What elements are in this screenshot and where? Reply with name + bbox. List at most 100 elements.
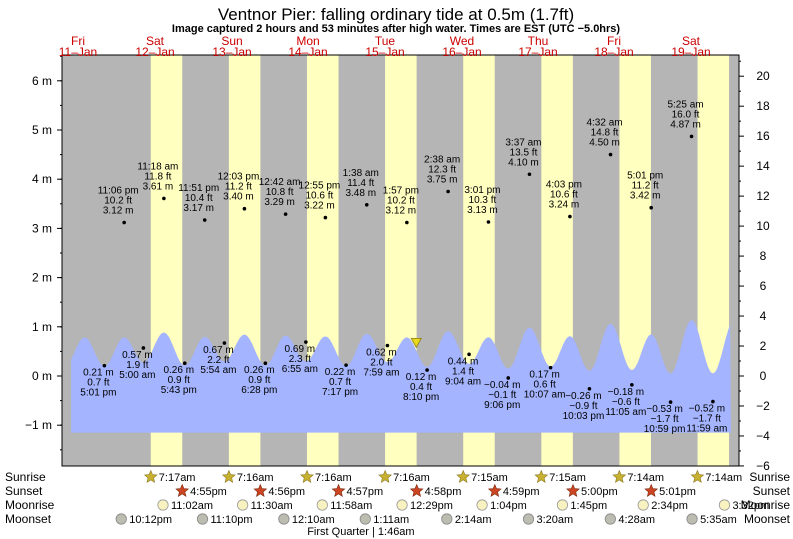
sunset-time: 4:55pm: [190, 486, 227, 498]
moonset-icon: [604, 513, 616, 525]
tide-label: 9:06 pm: [484, 400, 520, 411]
moonset-icon: [278, 513, 290, 525]
tide-label: 3.12 m: [386, 205, 417, 216]
tide-label: 3.61 m: [143, 181, 174, 192]
y-right-tick-label: 12: [756, 189, 770, 203]
tide-label: 3.40 m: [223, 192, 254, 203]
sunset-star-icon: [331, 483, 346, 497]
tide-label: 10.6 ft: [550, 190, 578, 201]
tide-point: [568, 214, 572, 219]
tide-label: 2:38 am: [424, 155, 460, 166]
tide-label: 0.9 ft: [248, 375, 270, 386]
moonset-time: 4:28am: [618, 514, 655, 526]
y-right-tick-label: 0: [760, 369, 767, 383]
tide-label: 11.8 ft: [144, 171, 171, 182]
sunset-star-icon: [644, 483, 659, 497]
moonrise-time: 1:04pm: [490, 500, 527, 512]
moonrise-icon: [237, 499, 249, 511]
tide-point: [222, 341, 227, 345]
tide-label: 13.5 ft: [510, 147, 538, 158]
row-label-left: Sunrise: [5, 470, 46, 484]
current-tide-marker: [410, 338, 422, 349]
y-left-tick-label: 3 m: [32, 221, 52, 235]
tide-label: 3.29 m: [264, 197, 295, 208]
sunset-time: 4:59pm: [503, 486, 540, 498]
sunset-star-icon: [566, 483, 580, 497]
moonrise-time: 1:45pm: [570, 500, 607, 512]
tide-point: [182, 361, 187, 366]
tide-label: 10.2 ft: [104, 195, 132, 206]
row-label-right: Sunrise: [749, 470, 790, 484]
day-name-label: Sun: [221, 34, 242, 48]
day-name-label: Sat: [682, 34, 701, 48]
moonrise-time: 2:34pm: [651, 500, 688, 512]
tide-label: 0.9 ft: [168, 375, 190, 386]
tide-label: 11:18 am: [137, 161, 178, 172]
tide-label: 1.9 ft: [126, 360, 148, 371]
tide-label: 3.75 m: [427, 175, 458, 186]
moonrise-time: 11:30am: [251, 500, 293, 512]
tide-label: 1:57 pm: [383, 185, 419, 196]
y-left-tick-label: 4 m: [32, 172, 52, 186]
tide-label: 16.0 ft: [672, 109, 700, 120]
tide-point: [162, 196, 166, 201]
tide-label: 10.4 ft: [185, 193, 213, 204]
tide-label: 5:54 am: [200, 365, 236, 376]
tide-label: 4.50 m: [589, 138, 620, 149]
moonrise-icon: [396, 499, 408, 511]
day-date-label: 17–Jan: [518, 45, 557, 59]
tide-label: −0.52 m: [689, 404, 725, 415]
tide-point: [122, 220, 126, 225]
tide-point: [242, 206, 247, 211]
tide-label: −0.18 m: [608, 387, 644, 398]
tide-label: −1.7 ft: [651, 414, 679, 425]
day-date-label: 18–Jan: [594, 45, 633, 59]
tide-label: 10:59 pm: [644, 424, 686, 435]
tide-label: −0.04 m: [484, 380, 520, 391]
day-name-label: Thu: [528, 34, 549, 48]
day-name-label: Fri: [607, 34, 621, 48]
chart-subtitle: Image captured 2 hours and 53 minutes af…: [172, 23, 621, 35]
tide-label: 12.3 ft: [428, 165, 456, 176]
tide-point: [506, 376, 511, 380]
moonset-icon: [359, 513, 371, 525]
moonset-time: 10:12pm: [129, 514, 172, 526]
sunrise-star-icon: [456, 469, 471, 483]
y-left-tick-label: 1 m: [32, 320, 52, 334]
day-date-label: 19–Jan: [671, 45, 710, 59]
tide-label: 3.42 m: [630, 191, 661, 202]
tide-label: 0.57 m: [122, 350, 153, 361]
y-right-tick-label: −6: [756, 459, 770, 473]
tide-label: 11:05 am: [605, 407, 646, 418]
y-left-tick-label: 0 m: [32, 369, 52, 383]
y-right-tick-label: 14: [756, 159, 770, 173]
moonrise-icon: [637, 499, 649, 511]
tide-point: [385, 343, 390, 348]
y-right-tick-label: −2: [756, 399, 770, 413]
y-left-tick-label: 5 m: [32, 123, 52, 137]
tide-label: 0.22 m: [325, 367, 356, 378]
tide-label: −0.1 ft: [488, 390, 516, 401]
tide-point: [344, 363, 348, 367]
tide-point: [102, 363, 107, 368]
moonrise-icon: [718, 499, 731, 511]
y-right-tick-label: 20: [756, 69, 770, 83]
tide-label: 0.21 m: [83, 368, 114, 379]
tide-label: 9:04 am: [445, 376, 481, 387]
day-date-label: 15–Jan: [365, 45, 404, 59]
tide-label: 11:06 pm: [98, 185, 139, 196]
tide-point: [486, 220, 491, 224]
tide-label: 11.2 ft: [632, 181, 659, 192]
tide-label: 4.10 m: [508, 157, 539, 168]
tide-label: −0.26 m: [565, 391, 601, 402]
sunrise-time: 7:16am: [393, 472, 430, 484]
tide-label: 4:32 am: [586, 118, 622, 129]
moonrise-time: 12:29pm: [410, 500, 453, 512]
tide-label: 6:28 pm: [241, 385, 277, 396]
tide-label: 0.6 ft: [533, 380, 555, 391]
sunrise-star-icon: [378, 469, 393, 483]
tide-label: 0.67 m: [203, 345, 234, 356]
y-right-tick-label: −4: [756, 429, 770, 443]
tide-label: 0.62 m: [366, 347, 397, 358]
tide-label: 2.0 ft: [370, 357, 392, 368]
